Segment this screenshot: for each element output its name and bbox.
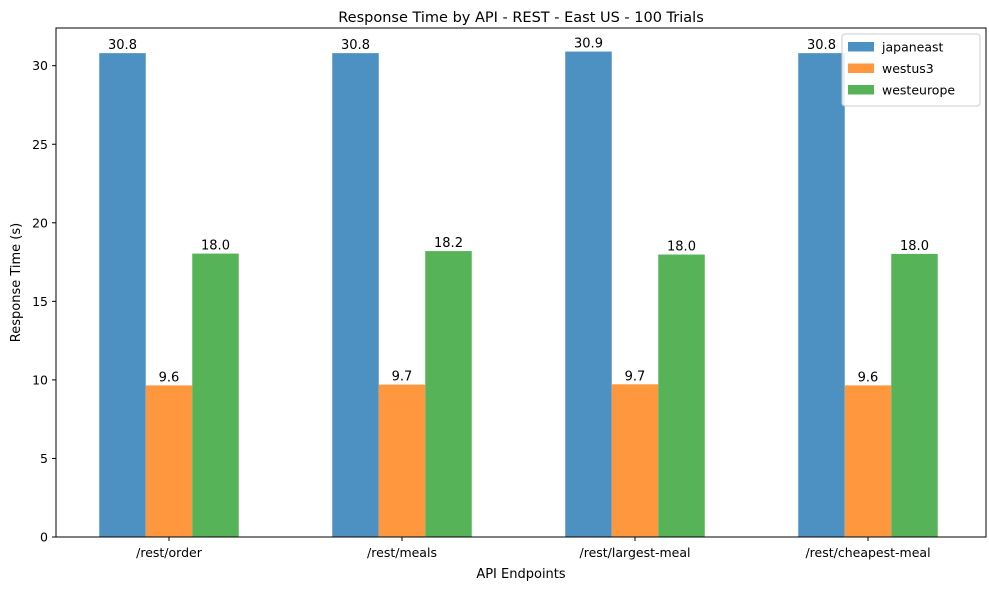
bar-value-label: 30.8 — [807, 38, 836, 53]
bar-westeurope-2 — [658, 254, 705, 538]
legend-swatch-westus3 — [848, 63, 874, 73]
legend-label-westeurope: westeurope — [882, 83, 955, 98]
bars-group — [99, 51, 938, 538]
bar-value-label: 18.0 — [667, 240, 696, 255]
x-axis: /rest/order/rest/meals/rest/largest-meal… — [136, 537, 931, 560]
bar-value-label: 9.7 — [625, 369, 646, 384]
bar-westeurope-0 — [192, 253, 239, 537]
bar-westus3-0 — [145, 385, 193, 537]
bar-westus3-1 — [378, 384, 426, 537]
y-tick-label: 0 — [40, 530, 48, 545]
x-tick-label: /rest/largest-meal — [580, 545, 691, 560]
bar-japaneast-1 — [332, 53, 379, 537]
bar-westus3-3 — [844, 385, 892, 537]
y-axis: 0 5 10 15 20 25 30 — [32, 58, 56, 545]
legend: japaneast westus3 westeurope — [841, 33, 981, 107]
y-tick-label: 15 — [32, 294, 48, 309]
legend-box — [841, 33, 981, 107]
bar-westus3-2 — [611, 384, 659, 537]
plot-area-frame — [55, 27, 987, 538]
legend-label-westus3: westus3 — [882, 61, 934, 76]
bar-value-label: 30.8 — [108, 38, 137, 53]
y-tick-label: 25 — [32, 137, 48, 152]
y-tick-label: 30 — [32, 58, 48, 73]
bar-labels-group: 30.8 9.6 18.0 30.8 9.7 18.2 30.9 9.7 18.0 30.8 9.6… — [108, 37, 929, 386]
bar-westeurope-1 — [425, 251, 472, 537]
x-axis-label: API Endpoints — [476, 567, 566, 582]
y-tick-label: 5 — [40, 451, 48, 466]
x-tick-label: /rest/cheapest-meal — [805, 545, 930, 560]
bar-value-label: 18.2 — [434, 236, 463, 251]
bar-japaneast-0 — [99, 53, 146, 537]
legend-swatch-japaneast — [848, 42, 874, 52]
bar-japaneast-2 — [565, 51, 612, 538]
bar-value-label: 9.7 — [392, 370, 413, 385]
y-tick-label: 10 — [32, 372, 48, 387]
bar-value-label: 30.9 — [574, 37, 603, 52]
bar-value-label: 9.6 — [159, 370, 180, 385]
bar-value-label: 18.0 — [201, 239, 230, 254]
bar-value-label: 9.6 — [858, 370, 879, 385]
bar-westeurope-3 — [891, 253, 938, 537]
bar-value-label: 18.0 — [900, 239, 929, 254]
legend-swatch-westeurope — [848, 85, 874, 95]
legend-label-japaneast: japaneast — [881, 40, 944, 55]
y-axis-label: Response Time (s) — [9, 223, 24, 342]
chart-title: Response Time by API - REST - East US - … — [338, 10, 704, 26]
y-tick-label: 20 — [32, 215, 48, 230]
bar-value-label: 30.8 — [341, 38, 370, 53]
x-tick-label: /rest/meals — [367, 545, 437, 560]
bar-japaneast-3 — [798, 53, 845, 537]
x-tick-label: /rest/order — [136, 545, 203, 560]
